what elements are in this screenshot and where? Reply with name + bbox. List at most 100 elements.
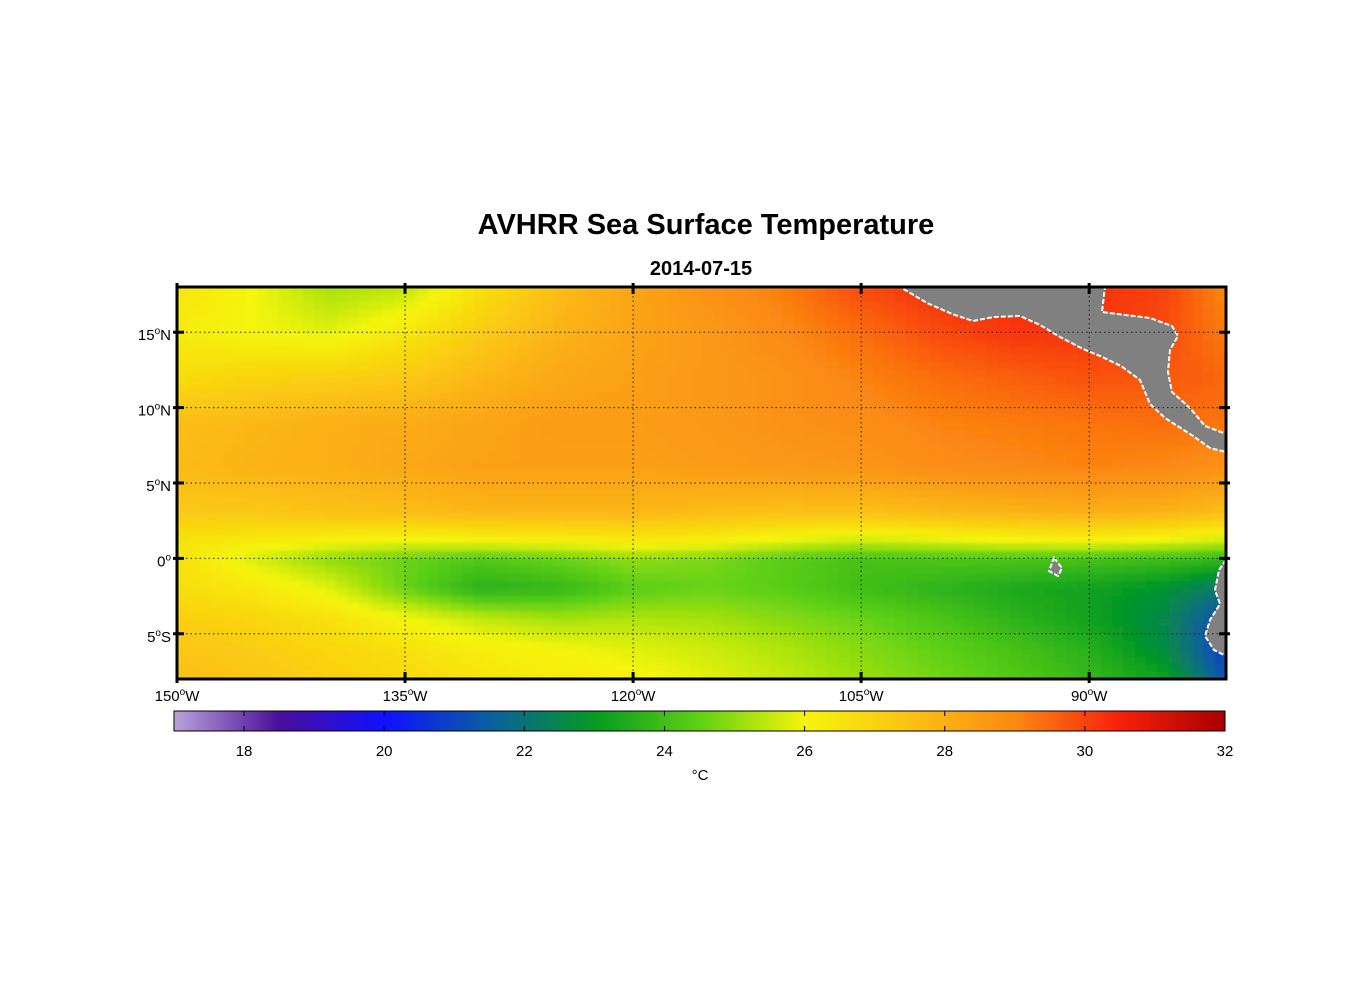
sst-cell: [427, 656, 441, 665]
sst-cell: [507, 603, 520, 613]
sst-cell: [1111, 407, 1125, 417]
sst-cell: [633, 302, 646, 311]
sst-cell: [256, 317, 270, 326]
land-polygon: [1203, 558, 1226, 658]
sst-cell: [872, 339, 885, 349]
sst-cell: [940, 656, 954, 665]
sst-cell: [1043, 581, 1056, 590]
sst-cell: [450, 611, 463, 620]
sst-cell: [256, 520, 270, 530]
sst-cell: [382, 324, 395, 334]
sst-cell: [279, 467, 292, 477]
sst-cell: [576, 317, 589, 326]
sst-cell: [769, 513, 783, 522]
sst-cell: [405, 596, 418, 605]
sst-cell: [439, 407, 452, 417]
sst-cell: [256, 287, 270, 296]
sst-cell: [781, 385, 794, 394]
sst-cell: [997, 498, 1011, 507]
sst-cell: [439, 626, 452, 635]
sst-cell: [211, 339, 224, 349]
sst-cell: [211, 505, 224, 515]
sst-cell: [1032, 475, 1045, 484]
sst-cell: [872, 400, 885, 409]
sst-cell: [393, 422, 406, 432]
sst-cell: [1157, 558, 1170, 567]
sst-cell: [245, 565, 258, 575]
sst-cell: [598, 339, 612, 349]
sst-cell: [1123, 407, 1136, 417]
sst-cell: [405, 483, 418, 492]
sst-cell: [769, 588, 783, 597]
sst-cell: [462, 407, 475, 417]
sst-cell: [667, 603, 680, 613]
sst-cell: [1157, 633, 1170, 643]
sst-cell: [838, 633, 851, 643]
sst-cell: [621, 505, 634, 515]
sst-cell: [667, 656, 680, 665]
sst-cell: [336, 309, 349, 319]
sst-cell: [906, 377, 920, 386]
sst-cell: [735, 603, 749, 613]
colorbar-tick-label: 24: [656, 743, 673, 760]
sst-cell: [587, 618, 600, 628]
sst-cell: [587, 302, 600, 311]
sst-cell: [427, 671, 441, 679]
sst-cell: [370, 309, 384, 319]
sst-cell: [1077, 611, 1091, 620]
sst-cell: [781, 392, 794, 401]
y-tick-label: 5oN: [146, 477, 171, 495]
sst-cell: [724, 490, 737, 499]
sst-cell: [655, 648, 669, 658]
sst-cell: [1066, 641, 1079, 650]
sst-cell: [1134, 505, 1148, 515]
sst-cell: [1157, 445, 1170, 454]
sst-cell: [598, 528, 612, 537]
sst-cell: [792, 354, 806, 364]
sst-cell: [940, 626, 954, 635]
sst-cell: [496, 550, 509, 560]
sst-cell: [564, 596, 577, 605]
sst-cell: [291, 505, 304, 515]
sst-cell: [188, 339, 201, 349]
sst-cell: [701, 498, 714, 507]
sst-cell: [279, 520, 292, 530]
sst-cell: [222, 294, 235, 303]
sst-cell: [1100, 581, 1113, 590]
sst-cell: [188, 302, 201, 311]
sst-cell: [1009, 362, 1022, 371]
sst-cell: [234, 535, 247, 545]
sst-cell: [268, 520, 281, 530]
sst-cell: [747, 385, 760, 394]
sst-cell: [268, 377, 281, 386]
sst-cell: [1134, 385, 1148, 394]
sst-cell: [302, 287, 315, 296]
sst-cell: [769, 430, 783, 439]
sst-cell: [199, 641, 213, 650]
sst-cell: [1168, 490, 1182, 499]
sst-cell: [952, 633, 965, 643]
sst-cell: [1123, 603, 1136, 613]
sst-cell: [1214, 671, 1226, 679]
sst-cell: [940, 550, 954, 560]
sst-cell: [1089, 422, 1102, 432]
sst-cell: [918, 354, 931, 364]
sst-cell: [598, 558, 612, 567]
sst-cell: [370, 611, 384, 620]
sst-cell: [655, 415, 669, 424]
sst-cell: [758, 490, 771, 499]
sst-cell: [986, 633, 999, 643]
sst-cell: [769, 656, 783, 665]
sst-cell: [621, 377, 634, 386]
sst-cell: [1123, 588, 1136, 597]
sst-cell: [712, 332, 726, 341]
sst-cell: [530, 498, 543, 507]
sst-cell: [701, 550, 714, 560]
sst-cell: [370, 339, 384, 349]
sst-cell: [1089, 565, 1102, 575]
sst-cell: [576, 467, 589, 477]
sst-cell: [838, 550, 851, 560]
sst-cell: [405, 543, 418, 552]
sst-cell: [918, 550, 931, 560]
sst-cell: [1146, 641, 1159, 650]
